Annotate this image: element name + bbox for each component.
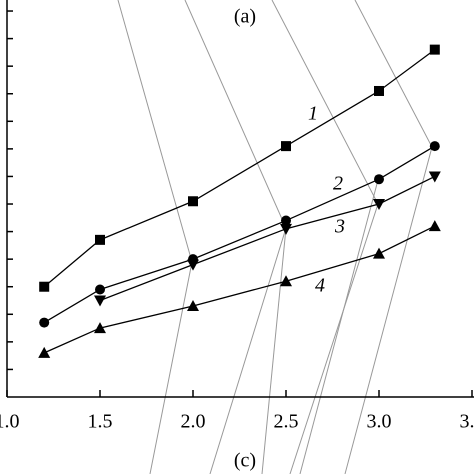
series-line — [99, 175, 436, 302]
series-label: 1 — [308, 103, 318, 125]
marker — [428, 171, 441, 183]
series-line — [43, 49, 436, 288]
marker — [39, 281, 50, 292]
marker — [187, 300, 199, 312]
series-line — [43, 145, 436, 324]
marker — [187, 259, 199, 271]
projection-line — [261, 227, 287, 474]
x-tick-label: 1.5 — [88, 411, 113, 433]
marker — [281, 215, 291, 226]
marker — [373, 199, 385, 211]
marker — [38, 346, 51, 358]
marker — [373, 247, 385, 259]
marker — [374, 85, 384, 96]
series-label: 2 — [333, 173, 343, 195]
projection-line — [184, 0, 287, 474]
marker — [280, 275, 292, 287]
marker — [428, 220, 441, 232]
marker — [95, 234, 105, 245]
series-line — [43, 225, 436, 354]
marker — [94, 295, 106, 307]
marker — [429, 44, 440, 55]
chart-title: (a) — [234, 6, 256, 28]
footer-label: (c) — [234, 450, 256, 472]
marker — [94, 322, 106, 334]
series-label: 3 — [334, 216, 345, 238]
projection-line — [271, 0, 379, 474]
marker — [95, 284, 105, 295]
series-label: 4 — [315, 275, 325, 297]
projection-line — [117, 0, 193, 474]
marker — [188, 196, 198, 207]
x-tick-label: 2.0 — [181, 411, 206, 433]
x-tick-label: 2.5 — [274, 411, 299, 433]
x-tick-label: 3.5 — [460, 411, 474, 433]
projection-line — [344, 0, 433, 474]
x-tick-label: 1.0 — [0, 411, 20, 433]
projection-line — [299, 179, 379, 474]
marker — [280, 223, 292, 235]
marker — [281, 141, 291, 152]
marker — [429, 141, 440, 152]
projection-lines — [117, 0, 433, 474]
x-tick-label: 3.0 — [367, 411, 392, 433]
marker — [39, 317, 50, 328]
marker — [374, 174, 384, 185]
